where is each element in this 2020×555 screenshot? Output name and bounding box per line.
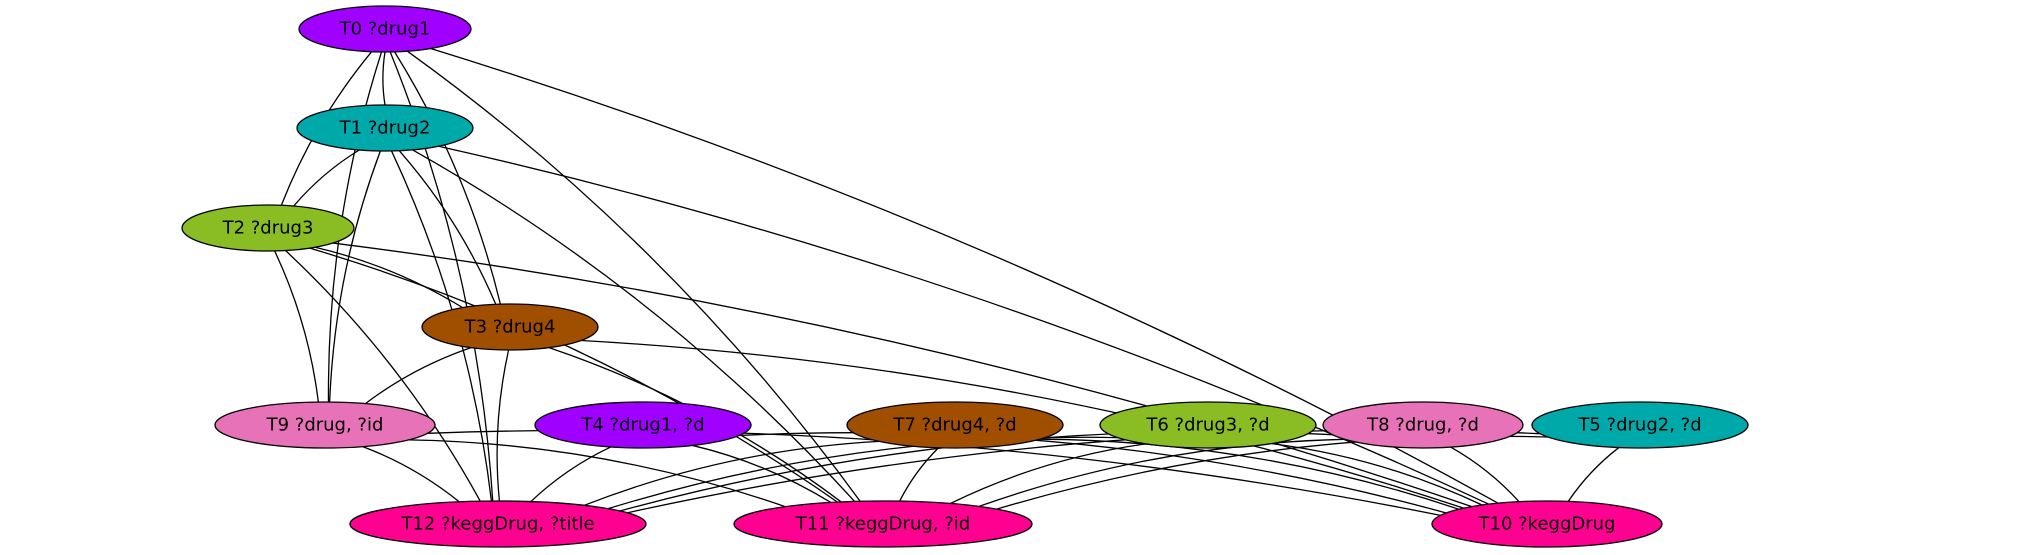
node-t9: T9 ?drug, ?id xyxy=(214,401,436,449)
node-label: T4 ?drug1, ?d xyxy=(580,415,704,436)
node-label: T6 ?drug3, ?d xyxy=(1145,415,1269,436)
edge-t2-t9 xyxy=(274,250,320,403)
edge-t1-t3 xyxy=(398,150,497,305)
node-t5: T5 ?drug2, ?d xyxy=(1531,401,1749,449)
edge-t4-t10 xyxy=(739,432,1447,514)
node-t10: T10 ?keggDrug xyxy=(1431,500,1663,548)
node-t3: T3 ?drug4 xyxy=(421,303,599,351)
edge-t2-t11 xyxy=(309,247,838,503)
edge-t6-t11 xyxy=(950,443,1147,505)
edge-t0-t11 xyxy=(406,50,861,502)
node-ellipse xyxy=(1322,401,1524,449)
node-ellipse xyxy=(298,5,472,53)
node-label: T11 ?keggDrug, ?id xyxy=(795,514,970,535)
node-t8: T8 ?drug, ?d xyxy=(1322,401,1524,449)
node-ellipse xyxy=(181,204,355,252)
node-label: T5 ?drug2, ?d xyxy=(1577,415,1701,436)
node-t0: T0 ?drug1 xyxy=(298,5,472,53)
edge-t1-t9 xyxy=(328,150,381,403)
node-label: T10 ?keggDrug xyxy=(1478,514,1616,535)
node-label: T8 ?drug, ?d xyxy=(1366,415,1479,436)
node-label: T2 ?drug3 xyxy=(222,218,314,239)
edge-t7-t10 xyxy=(1039,438,1459,510)
node-ellipse xyxy=(534,401,752,449)
edge-t8-t11 xyxy=(978,438,1345,508)
node-label: T1 ?drug2 xyxy=(339,118,431,139)
edge-t9-t12 xyxy=(362,445,460,503)
node-ellipse xyxy=(1531,401,1749,449)
edge-t3-t9 xyxy=(364,347,472,405)
edge-t4-t11 xyxy=(692,444,832,504)
edge-t1-t2 xyxy=(293,149,360,207)
edge-t2-t3 xyxy=(314,246,463,309)
edge-t0-t3 xyxy=(394,51,502,305)
node-label: T0 ?drug1 xyxy=(339,19,431,40)
node-ellipse xyxy=(1099,401,1317,449)
edge-t1-t11 xyxy=(412,149,856,502)
edge-t0-t1 xyxy=(382,51,386,106)
edge-t7-t11 xyxy=(899,447,939,502)
node-t7: T7 ?drug4, ?d xyxy=(846,401,1064,449)
edge-t8-t10 xyxy=(1450,446,1520,503)
edge-t2-t10 xyxy=(332,242,1473,508)
node-label: T3 ?drug4 xyxy=(464,317,556,338)
edge-t9-t11 xyxy=(408,439,786,508)
nodes-layer: T0 ?drug1 T1 ?drug2 T2 ?drug3 T3 ?drug4 T4 ?… xyxy=(181,5,1749,548)
node-label: T9 ?drug, ?id xyxy=(266,415,384,436)
node-label: T12 ?keggDrug, ?title xyxy=(400,514,594,535)
node-ellipse xyxy=(214,401,436,449)
edge-t2-t12 xyxy=(285,250,481,502)
node-t6: T6 ?drug3, ?d xyxy=(1099,401,1317,449)
edge-t3-t12 xyxy=(496,349,510,502)
node-ellipse xyxy=(733,500,1033,548)
edge-t7-t12 xyxy=(584,440,880,506)
node-t1: T1 ?drug2 xyxy=(296,104,474,152)
node-t2: T2 ?drug3 xyxy=(181,204,355,252)
node-t4: T4 ?drug1, ?d xyxy=(534,401,752,449)
node-ellipse xyxy=(1431,500,1663,548)
node-ellipse xyxy=(296,104,474,152)
node-t12: T12 ?keggDrug, ?title xyxy=(349,500,647,548)
node-ellipse xyxy=(349,500,647,548)
node-ellipse xyxy=(421,303,599,351)
node-ellipse xyxy=(846,401,1064,449)
edge-t6-t10 xyxy=(1271,442,1483,506)
edge-t4-t12 xyxy=(530,446,612,503)
edge-t3-t10 xyxy=(581,339,1464,509)
node-t11: T11 ?keggDrug, ?id xyxy=(733,500,1033,548)
node-label: T7 ?drug4, ?d xyxy=(892,415,1016,436)
edge-t5-t10 xyxy=(1567,447,1620,502)
